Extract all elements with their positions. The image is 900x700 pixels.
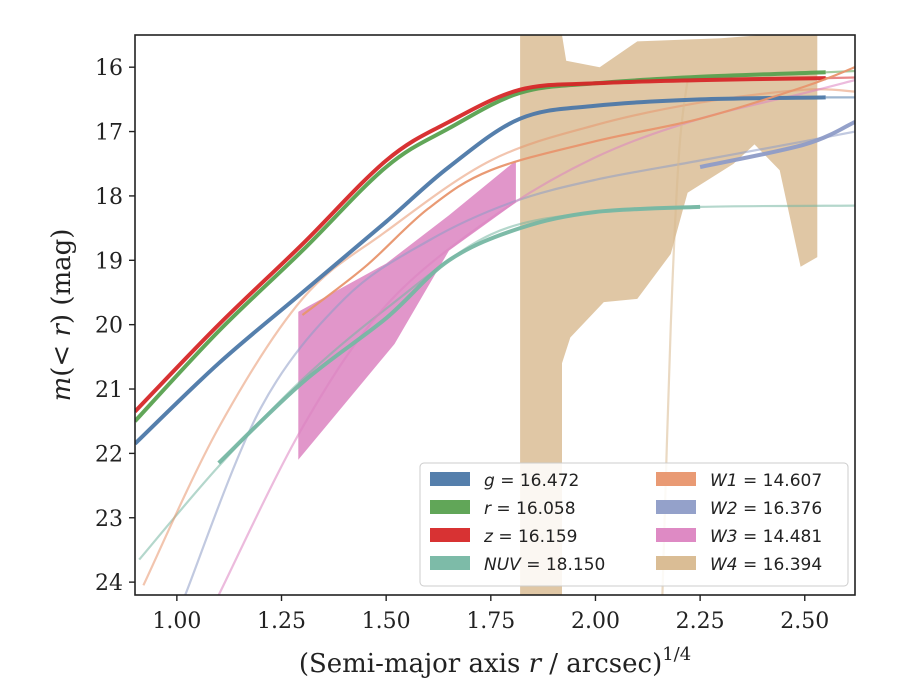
line-w1 [301,66,855,316]
legend-label-w1: W1 = 14.607 [710,471,822,491]
y-axis-label: m(< r) (mag) [47,229,77,402]
legend-label-w4: W4 = 16.394 [710,555,822,575]
faint-line-w2 [184,130,855,595]
axes: 1.00 1.25 1.50 1.75 2.00 2.25 2.50 16 17 18 19 20 21… [95,34,856,634]
legend-label-g: g = 16.472 [484,471,579,491]
y-tick-label: 19 [95,249,123,274]
faint-line-w3 [217,79,855,595]
y-tick-label: 16 [95,56,123,81]
y-tick-label: 21 [95,378,123,403]
line-nuv [217,204,701,465]
line-g [135,95,826,446]
y-tick-label: 23 [95,507,123,532]
legend: g = 16.472 r = 16.058 z = 16.159 NUV = 18.1… [419,462,849,587]
legend-swatch-w1 [656,472,696,486]
plot-area [135,35,855,595]
line-z [135,76,826,413]
legend-swatch-z [430,528,470,542]
x-tick-label: 1.00 [152,609,201,634]
legend-swatch-r [430,500,470,514]
plot-frame [134,34,856,596]
y-tick-label: 18 [95,185,123,210]
x-tick-label: 1.25 [257,609,306,634]
legend-label-nuv: NUV = 18.150 [484,555,605,575]
legend-swatch-w4 [656,556,696,570]
series-group [135,35,855,595]
y-tick-label: 24 [95,571,123,596]
legend-swatch-nuv [430,556,470,570]
legend-box [419,462,849,587]
y-tick-label: 20 [95,314,123,339]
band-w4 [520,35,818,595]
y-tick-label: 22 [95,442,123,467]
y-tick-label: 17 [95,121,123,146]
legend-swatch-g [430,472,470,486]
x-tick-label: 2.00 [571,609,620,634]
x-tick-label: 1.50 [362,609,411,634]
legend-label-w3: W3 = 14.481 [710,527,822,547]
band-w3 [298,160,516,460]
x-axis-label: (Semi-major axis r / arcsec)1/4 [299,644,691,679]
faint-line-r [825,69,855,74]
x-tick-label: 2.50 [780,609,829,634]
legend-label-z: z = 16.159 [483,527,577,547]
x-tick-label: 1.75 [466,609,515,634]
faint-line-w1 [142,88,855,586]
legend-swatch-w3 [656,528,696,542]
legend-label-w2: W2 = 16.376 [710,499,822,519]
line-r [135,70,826,423]
legend-label-r: r = 16.058 [484,499,576,519]
legend-swatch-w2 [656,500,696,514]
line-w2 [699,120,855,169]
x-tick-label: 2.25 [676,609,725,634]
